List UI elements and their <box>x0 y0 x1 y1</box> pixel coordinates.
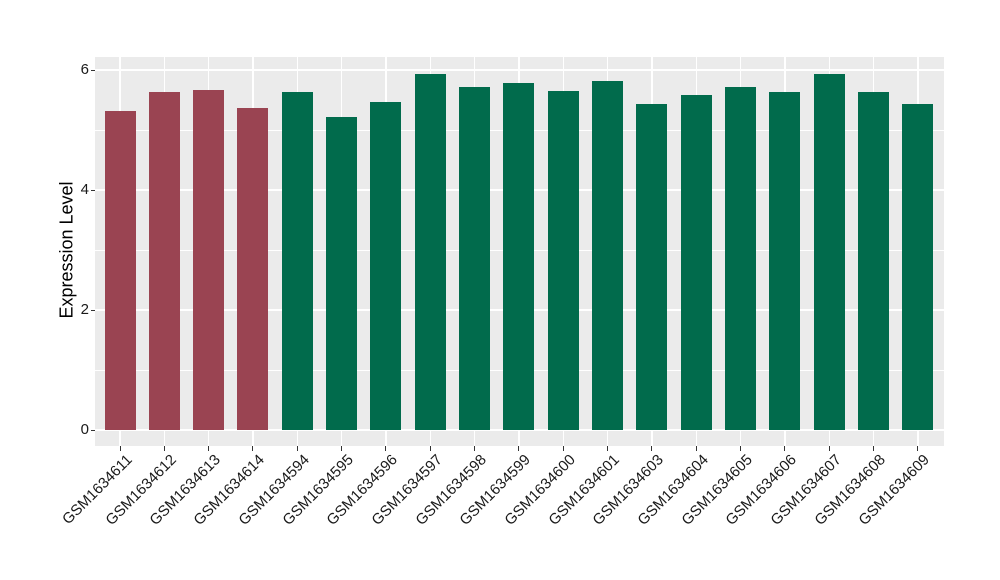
y-axis-tick <box>90 429 95 431</box>
x-axis-tick <box>429 446 431 451</box>
x-axis-tick <box>651 446 653 451</box>
x-axis-tick <box>296 446 298 451</box>
bar <box>459 86 491 430</box>
x-axis-tick <box>385 446 387 451</box>
x-axis-tick <box>474 446 476 451</box>
bar <box>237 108 269 430</box>
bar <box>193 89 225 430</box>
x-axis-tick <box>163 446 165 451</box>
bar <box>547 91 579 430</box>
bar <box>148 92 180 430</box>
y-axis-tick <box>90 309 95 311</box>
bar <box>813 73 845 430</box>
bar <box>326 116 358 430</box>
y-axis-title: Expression Level <box>56 181 77 319</box>
x-axis-tick <box>562 446 564 451</box>
y-tick-label: 6 <box>80 61 89 78</box>
y-axis-tick <box>90 189 95 191</box>
x-axis-tick <box>518 446 520 451</box>
bar <box>592 80 624 430</box>
x-axis-tick <box>119 446 121 451</box>
x-axis-tick <box>695 446 697 451</box>
y-tick-label: 0 <box>80 421 89 438</box>
plot-panel <box>95 57 944 446</box>
y-tick-label: 4 <box>80 181 89 198</box>
bar <box>858 91 890 430</box>
x-axis-tick <box>740 446 742 451</box>
bar <box>281 91 313 430</box>
bar <box>370 102 402 430</box>
y-tick-label: 2 <box>80 301 89 318</box>
bar <box>680 95 712 430</box>
x-axis-tick <box>607 446 609 451</box>
x-axis-tick <box>784 446 786 451</box>
x-axis-tick <box>341 446 343 451</box>
x-axis-tick <box>873 446 875 451</box>
bar <box>104 111 136 430</box>
bar <box>725 87 757 430</box>
y-axis-tick <box>90 69 95 71</box>
x-axis-tick <box>917 446 919 451</box>
bar <box>503 82 535 430</box>
x-axis-tick <box>828 446 830 451</box>
x-axis-tick <box>252 446 254 451</box>
bar <box>414 74 446 430</box>
x-axis-tick <box>208 446 210 451</box>
bar <box>769 92 801 430</box>
bar <box>902 103 934 430</box>
bar <box>636 103 668 430</box>
